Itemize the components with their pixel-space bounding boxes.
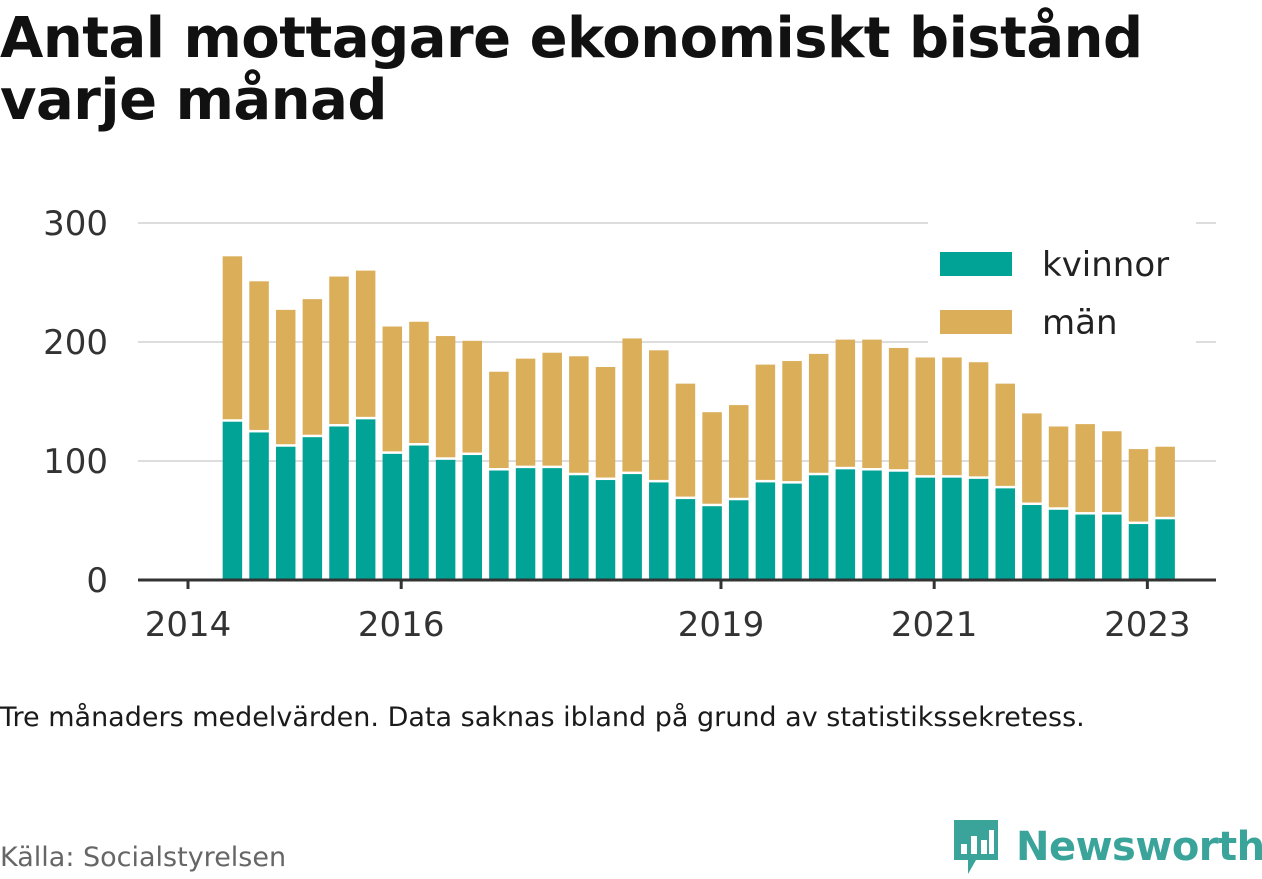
x-tick-label: 2023 bbox=[1104, 605, 1191, 645]
bar-man bbox=[782, 361, 802, 482]
bar-kvinnor bbox=[782, 483, 802, 580]
bar-kvinnor bbox=[649, 482, 669, 580]
bar-kvinnor bbox=[1048, 509, 1069, 580]
bar-kvinnor bbox=[862, 470, 882, 580]
y-tick-label: 0 bbox=[86, 561, 108, 601]
legend-label: män bbox=[1042, 303, 1118, 343]
bar-man bbox=[222, 256, 243, 420]
y-tick-label: 100 bbox=[43, 442, 108, 482]
bar-man bbox=[755, 364, 776, 480]
bar-man bbox=[435, 336, 456, 458]
bar-man bbox=[835, 339, 856, 467]
bar-kvinnor bbox=[542, 468, 562, 580]
newsworthy-logo-icon bbox=[954, 820, 998, 874]
bar-kvinnor bbox=[1075, 514, 1095, 580]
source-label: Källa: Socialstyrelsen bbox=[0, 842, 287, 873]
x-tick-label: 2019 bbox=[678, 605, 765, 645]
bar-kvinnor bbox=[915, 477, 936, 580]
bar-man bbox=[622, 338, 642, 472]
chart-note: Tre månaders medelvärden. Data saknas ib… bbox=[0, 702, 1085, 733]
bar-man bbox=[1048, 426, 1069, 508]
bars bbox=[222, 256, 1175, 580]
bar-man bbox=[942, 357, 962, 476]
bar-man bbox=[1128, 449, 1149, 522]
bar-man bbox=[675, 383, 696, 497]
bar-man bbox=[569, 356, 589, 473]
bar-kvinnor bbox=[755, 482, 776, 580]
bar-man bbox=[808, 353, 829, 473]
bar-man bbox=[1022, 413, 1042, 503]
bar-man bbox=[915, 357, 936, 476]
bar-kvinnor bbox=[675, 499, 696, 580]
bar-kvinnor bbox=[1022, 505, 1042, 580]
x-tick-label: 2021 bbox=[891, 605, 978, 645]
bar-man bbox=[275, 309, 296, 445]
y-tick-label: 200 bbox=[43, 323, 108, 363]
bar-man bbox=[302, 299, 323, 435]
bar-kvinnor bbox=[435, 459, 456, 580]
legend: kvinnor män bbox=[928, 222, 1196, 346]
bar-man bbox=[515, 358, 536, 466]
x-axis: 2014 2016 2019 2021 2023 bbox=[145, 580, 1191, 645]
bar-man bbox=[355, 270, 376, 417]
bar-man bbox=[382, 326, 403, 452]
chart-title: Antal mottagare ekonomiskt bistånd varje… bbox=[0, 6, 1143, 133]
bar-kvinnor bbox=[995, 488, 1015, 580]
bar-kvinnor bbox=[569, 475, 589, 580]
bar-kvinnor bbox=[1102, 514, 1122, 580]
brand-logo: Newsworthy bbox=[950, 816, 1262, 878]
bar-man bbox=[462, 340, 483, 453]
bar-kvinnor bbox=[835, 469, 856, 580]
bar-man bbox=[995, 383, 1015, 486]
bar-man bbox=[329, 276, 349, 424]
bar-kvinnor bbox=[942, 477, 962, 580]
bar-kvinnor bbox=[728, 500, 749, 580]
bar-man bbox=[542, 352, 562, 466]
bar-kvinnor bbox=[595, 480, 616, 580]
bar-kvinnor bbox=[409, 445, 429, 580]
y-axis: 0 100 200 300 bbox=[43, 204, 108, 601]
bar-kvinnor bbox=[329, 426, 349, 580]
bar-kvinnor bbox=[382, 453, 403, 580]
bar-man bbox=[489, 371, 509, 469]
legend-swatch bbox=[940, 252, 1012, 276]
bar-kvinnor bbox=[302, 437, 323, 580]
bar-kvinnor bbox=[355, 419, 376, 580]
bar-kvinnor bbox=[515, 468, 536, 580]
bar-kvinnor bbox=[622, 474, 642, 580]
bar-man bbox=[728, 405, 749, 498]
bar-man bbox=[888, 347, 909, 470]
bar-kvinnor bbox=[888, 471, 909, 580]
bar-man bbox=[1155, 446, 1175, 517]
bar-kvinnor bbox=[489, 470, 509, 580]
bar-kvinnor bbox=[1128, 524, 1149, 580]
bar-kvinnor bbox=[275, 446, 296, 580]
x-tick-label: 2014 bbox=[145, 605, 232, 645]
bar-kvinnor bbox=[462, 455, 483, 580]
legend-label: kvinnor bbox=[1042, 245, 1169, 285]
bar-man bbox=[1102, 431, 1122, 513]
brand-name: Newsworthy bbox=[1016, 824, 1262, 870]
bar-man bbox=[249, 281, 269, 430]
bar-man bbox=[862, 339, 882, 469]
bar-man bbox=[1075, 424, 1095, 513]
x-tick-label: 2016 bbox=[358, 605, 445, 645]
bar-kvinnor bbox=[808, 475, 829, 580]
bar-kvinnor bbox=[1155, 519, 1175, 580]
bar-kvinnor bbox=[222, 421, 243, 580]
bar-man bbox=[595, 366, 616, 478]
bar-kvinnor bbox=[968, 478, 989, 580]
bar-kvinnor bbox=[249, 432, 269, 580]
bar-man bbox=[702, 412, 722, 504]
legend-swatch bbox=[940, 310, 1012, 334]
bar-kvinnor bbox=[702, 506, 722, 580]
chart: 0 100 200 300 2014 2016 2019 2021 2023 kvinnor m… bbox=[43, 204, 1216, 645]
y-tick-label: 300 bbox=[43, 204, 108, 244]
bar-man bbox=[968, 362, 989, 477]
bar-man bbox=[649, 350, 669, 480]
bar-man bbox=[409, 321, 429, 444]
